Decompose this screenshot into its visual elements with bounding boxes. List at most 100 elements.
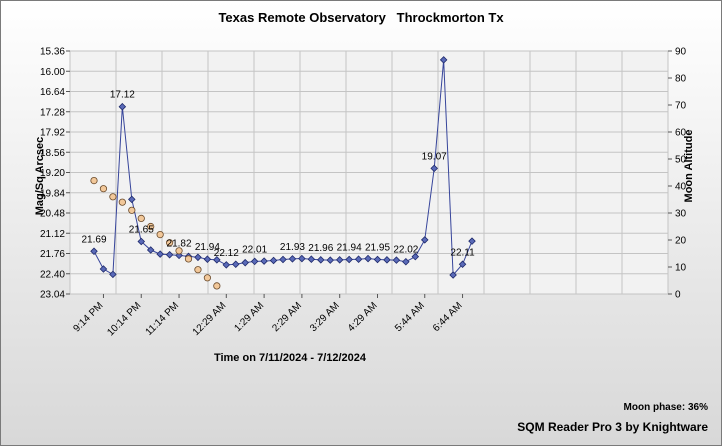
y-left-tick-label: 21.12 [40,229,65,240]
y-left-tick-label: 21.76 [40,249,65,260]
x-axis-label: Time on 7/11/2024 - 7/12/2024 [213,352,367,364]
sqm-point [420,236,429,244]
sqm-point [241,258,249,267]
credit-text: SQM Reader Pro 3 by Knightware [517,420,708,434]
moon-altitude-point [90,177,98,185]
sqm-point [128,195,136,204]
y-right-tick-label: 20 [675,236,687,247]
data-label: 21.94 [337,243,362,254]
moon-altitude-point [166,239,174,247]
sqm-point [118,102,127,111]
y-axis-left: 15.36 16.00 16.64 17.28 17.92 18.56 19.20 19.84… [40,47,70,301]
sqm-point [231,260,240,269]
moon-altitude-point [99,185,108,193]
y-right-tick-label: 40 [675,182,687,193]
data-label: 22.12 [214,248,239,259]
y-axis-right: 0 10 20 30 40 50 60 70 80 90 [668,47,687,301]
moon-altitude-point [194,266,202,274]
sqm-point [335,256,344,264]
data-label: 21.65 [129,224,154,235]
x-tick-label: 3:29 AM [308,300,342,334]
data-label: 22.11 [450,247,475,258]
sqm-point [468,237,476,245]
sqm-point [383,256,391,264]
y-left-tick-label: 19.84 [40,188,65,199]
data-label: 17.12 [110,90,135,101]
data-label: 21.96 [308,243,333,254]
sqm-point [411,252,420,261]
y-left-tick-label: 17.92 [40,128,65,139]
moon-altitude-point [118,198,126,206]
sqm-point [449,271,457,279]
data-label: 22.02 [393,245,418,256]
x-tick-label: 6:44 AM [431,300,465,334]
y-left-tick-label: 20.48 [40,209,65,220]
x-tick-label: 11:14 PM [144,300,182,338]
y-right-tick-label: 60 [675,128,687,139]
sqm-point [137,237,146,246]
sqm-point [269,256,278,265]
sqm-point [146,246,155,254]
moon-altitude-point [109,193,117,201]
data-label: 22.01 [242,244,267,255]
moon-phase-text: Moon phase: 36% [623,402,708,413]
sqm-point [194,253,202,262]
sqm-point [260,257,268,265]
moon-altitude-point [137,214,145,222]
x-tick-label: 10:14 PM [105,300,143,338]
moon-altitude-point [147,222,155,231]
y-left-tick-label: 17.28 [40,107,65,118]
x-tick-label: 9:14 PM [71,300,105,334]
sqm-point [326,256,335,264]
series-layer [90,56,476,290]
sqm-point [99,265,108,273]
sqm-point [458,260,467,269]
moon-altitude-point [128,206,136,214]
y-right-tick-label: 70 [675,101,687,112]
y-right-tick-label: 50 [675,155,687,166]
sqm-point [203,255,212,263]
x-axis: 9:14 PM 10:14 PM 11:14 PM 12:29 AM 1:29 AM 2:… [71,294,465,338]
sqm-point [250,257,259,266]
chart-title: Texas Remote Observatory Throckmorton Tx [218,10,504,25]
data-label: 21.93 [280,242,305,253]
moon-altitude-point [175,247,183,255]
sqm-point [279,255,287,264]
x-tick-label: 2:29 AM [270,300,304,334]
sqm-point [307,255,316,263]
sqm-point [109,270,117,279]
sqm-point [402,257,410,266]
sqm-point [317,256,325,264]
y-right-tick-label: 80 [675,74,687,85]
sqm-point [90,247,98,256]
y-left-tick-label: 18.56 [40,148,65,159]
x-tick-label: 12:29 AM [191,300,229,338]
moon-altitude-point [203,274,211,282]
sqm-point [298,254,306,263]
sqm-point [288,255,297,263]
y-left-tick-label: 15.36 [40,47,65,58]
data-label: 21.82 [167,238,192,249]
y-left-tick-label: 19.20 [40,168,65,179]
grid-lines [69,50,669,295]
moon-altitude-point [213,282,221,290]
data-label: 21.95 [365,243,390,254]
data-label: 19.07 [422,151,447,162]
y-right-tick-label: 0 [675,290,681,301]
sqm-point [345,255,353,264]
x-tick-label: 5:44 AM [393,300,427,334]
sqm-point [364,254,372,263]
y-left-tick-label: 16.64 [40,87,65,98]
y-left-tick-label: 16.00 [40,67,65,78]
y-left-tick-label: 22.40 [40,269,65,280]
x-tick-label: 4:29 AM [346,300,380,334]
sqm-point [354,255,363,263]
data-label: 21.94 [195,242,220,253]
sqm-point [430,164,438,173]
moon-altitude-point [184,255,193,263]
sqm-point [392,256,401,264]
y-right-tick-label: 10 [675,263,687,274]
sqm-point [165,250,174,259]
